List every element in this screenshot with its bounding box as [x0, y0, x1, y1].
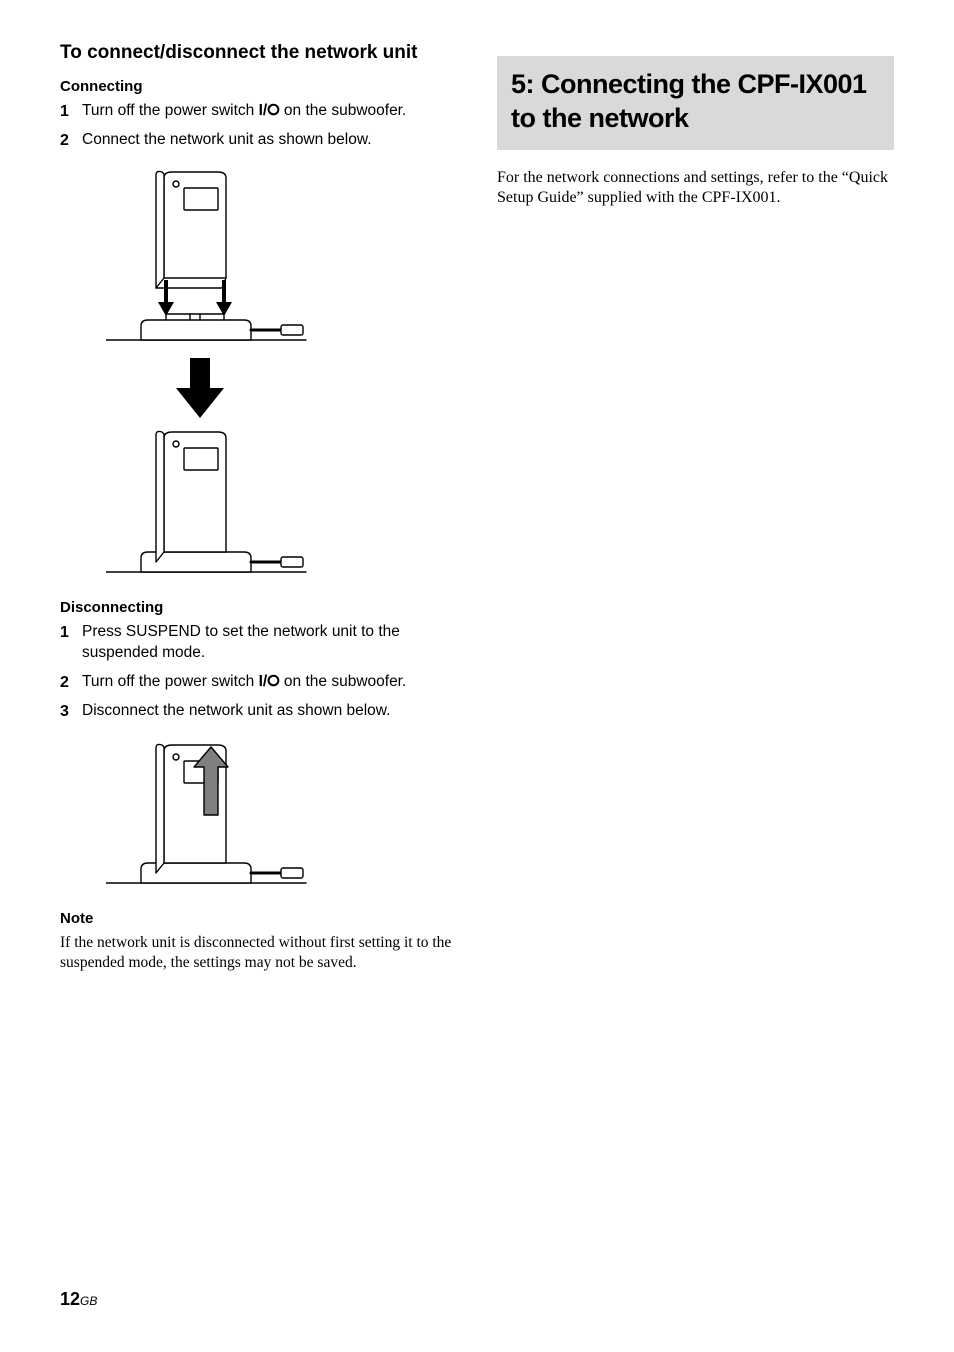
page-footer: 12GB — [60, 1289, 97, 1310]
section-title: 5: Connecting the CPF-IX001 to the netwo… — [511, 68, 880, 136]
step-number: 2 — [60, 672, 82, 694]
connecting-diagram-icon — [106, 170, 316, 580]
page-region: GB — [80, 1294, 97, 1308]
list-item: 1 Turn off the power switch I/⭘ on the s… — [60, 101, 457, 123]
step-text: Disconnect the network unit as shown bel… — [82, 701, 457, 722]
step-text: Connect the network unit as shown below. — [82, 130, 457, 151]
list-item: 3 Disconnect the network unit as shown b… — [60, 701, 457, 723]
step-text: Turn off the power switch I/⭘ on the sub… — [82, 672, 457, 693]
power-symbol-icon: I/⭘ — [259, 102, 280, 119]
list-item: 1 Press SUSPEND to set the network unit … — [60, 622, 457, 664]
list-item: 2 Turn off the power switch I/⭘ on the s… — [60, 672, 457, 694]
step-text: Press SUSPEND to set the network unit to… — [82, 622, 457, 664]
connecting-steps: 1 Turn off the power switch I/⭘ on the s… — [60, 101, 457, 152]
step-number: 2 — [60, 130, 82, 152]
figure-connecting — [106, 170, 457, 585]
heading-connecting: Connecting — [60, 78, 457, 95]
figure-disconnecting — [106, 741, 457, 896]
step-number: 1 — [60, 101, 82, 123]
power-symbol-icon: I/⭘ — [259, 673, 280, 690]
right-column: 5: Connecting the CPF-IX001 to the netwo… — [497, 40, 894, 973]
heading-connect-disconnect: To connect/disconnect the network unit — [60, 40, 457, 66]
list-item: 2 Connect the network unit as shown belo… — [60, 130, 457, 152]
disconnecting-steps: 1 Press SUSPEND to set the network unit … — [60, 622, 457, 723]
heading-note: Note — [60, 910, 457, 927]
section-title-box: 5: Connecting the CPF-IX001 to the netwo… — [497, 56, 894, 150]
step-text: Turn off the power switch I/⭘ on the sub… — [82, 101, 457, 122]
step-number: 1 — [60, 622, 82, 644]
note-body: If the network unit is disconnected with… — [60, 933, 457, 973]
right-body-text: For the network connections and settings… — [497, 168, 894, 210]
left-column: To connect/disconnect the network unit C… — [60, 40, 457, 973]
step-number: 3 — [60, 701, 82, 723]
disconnecting-diagram-icon — [106, 741, 316, 891]
page-number: 12 — [60, 1289, 80, 1309]
heading-disconnecting: Disconnecting — [60, 599, 457, 616]
